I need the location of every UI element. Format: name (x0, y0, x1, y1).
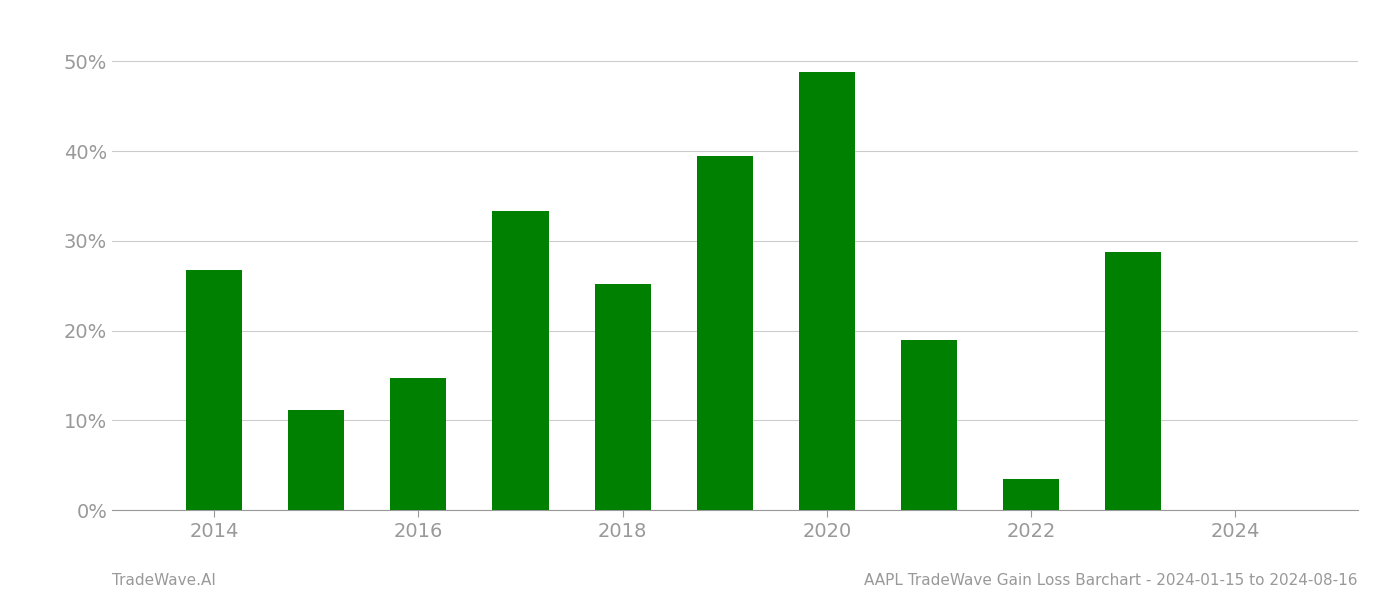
Bar (902, 340, 958, 510)
Bar (697, 155, 753, 510)
Text: AAPL TradeWave Gain Loss Barchart - 2024-01-15 to 2024-08-16: AAPL TradeWave Gain Loss Barchart - 2024… (865, 573, 1358, 588)
Bar (1105, 251, 1162, 510)
Bar (1002, 479, 1060, 510)
Bar (288, 410, 344, 510)
Bar (493, 211, 549, 510)
Bar (799, 72, 855, 510)
Bar (391, 378, 447, 510)
Text: TradeWave.AI: TradeWave.AI (112, 573, 216, 588)
Bar (595, 284, 651, 510)
Bar (186, 271, 242, 510)
